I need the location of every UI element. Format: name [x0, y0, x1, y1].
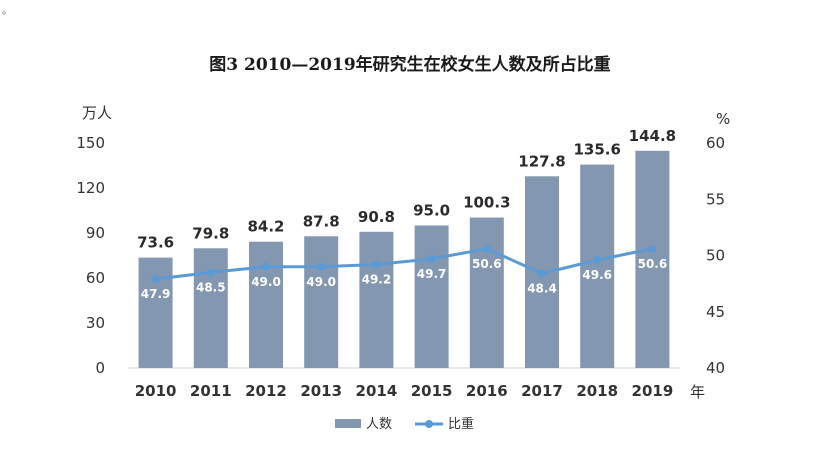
ratio-data-label: 47.9	[141, 287, 171, 301]
ratio-data-label: 50.6	[472, 257, 502, 271]
bar-data-label: 127.8	[518, 152, 565, 170]
bar-data-label: 144.8	[629, 127, 676, 145]
x-tick-label: 2014	[356, 382, 398, 400]
ratio-point	[482, 244, 491, 253]
right-tick-label: 45	[706, 303, 725, 321]
ratio-point	[372, 260, 381, 269]
ratio-data-label: 49.6	[582, 268, 612, 282]
ratio-point	[262, 262, 270, 271]
x-tick-label: 2019	[632, 382, 674, 400]
left-tick-label: 150	[76, 134, 105, 152]
x-tick-label: 2015	[411, 382, 453, 400]
bar-data-label: 90.8	[358, 208, 395, 226]
left-tick-label: 120	[76, 179, 105, 197]
bar-data-label: 84.2	[247, 218, 284, 236]
ratio-data-label: 49.0	[306, 275, 336, 289]
bar	[635, 150, 670, 368]
left-tick-label: 60	[86, 269, 105, 287]
left-tick-label: 30	[86, 314, 105, 332]
right-tick-label: 60	[706, 134, 725, 152]
left-axis-unit: 万人	[82, 104, 112, 122]
x-tick-label: 2016	[466, 382, 508, 400]
ratio-point	[538, 269, 546, 278]
x-tick-label: 2017	[521, 382, 563, 400]
bar	[469, 217, 504, 368]
ratio-point	[593, 256, 602, 264]
bar	[359, 231, 394, 368]
chart-title: 图3 2010—2019年研究生在校女生人数及所占比重	[209, 55, 611, 75]
ratio-data-label: 48.4	[527, 282, 557, 296]
bar-data-label: 79.8	[192, 224, 229, 242]
ratio-point	[317, 262, 326, 271]
legend-bar-swatch	[335, 419, 361, 428]
right-tick-label: 55	[706, 190, 725, 208]
x-tick-label: 2012	[245, 382, 287, 400]
bar	[249, 241, 283, 368]
x-tick-label: 2018	[576, 382, 618, 400]
ratio-data-label: 49.0	[251, 275, 281, 289]
x-tick-label: 2011	[190, 382, 232, 400]
bar-data-label: 87.8	[303, 212, 340, 230]
bar	[138, 257, 173, 368]
legend-line-label: 比重	[448, 416, 474, 432]
ratio-point	[206, 268, 215, 277]
ratio-data-label: 49.7	[417, 267, 447, 281]
right-tick-label: 50	[706, 247, 725, 265]
bar-data-label: 73.6	[137, 234, 174, 252]
ratio-line	[155, 247, 653, 281]
ratio-point	[427, 254, 436, 263]
x-axis-unit: 年	[690, 383, 705, 401]
corner-mark: 。	[2, 6, 12, 17]
bar	[580, 164, 615, 368]
left-tick-label: 0	[95, 359, 105, 377]
x-tick-label: 2010	[135, 382, 177, 400]
bar-data-label: 95.0	[413, 202, 450, 220]
legend-line-marker	[425, 420, 433, 428]
ratio-point	[151, 275, 160, 284]
bar	[193, 248, 228, 368]
ratio-data-label: 49.2	[362, 273, 392, 287]
bar	[414, 225, 449, 368]
legend-bar-label: 人数	[366, 417, 392, 432]
left-tick-label: 90	[86, 224, 105, 242]
right-tick-label: 40	[706, 359, 725, 377]
right-axis-unit: %	[716, 110, 730, 128]
bar	[304, 236, 339, 368]
x-tick-label: 2013	[300, 382, 342, 400]
ratio-data-label: 48.5	[196, 280, 226, 294]
bar-data-label: 135.6	[573, 141, 620, 159]
ratio-point	[648, 244, 657, 253]
bar-data-label: 100.3	[463, 194, 510, 212]
ratio-data-label: 50.6	[638, 257, 668, 271]
